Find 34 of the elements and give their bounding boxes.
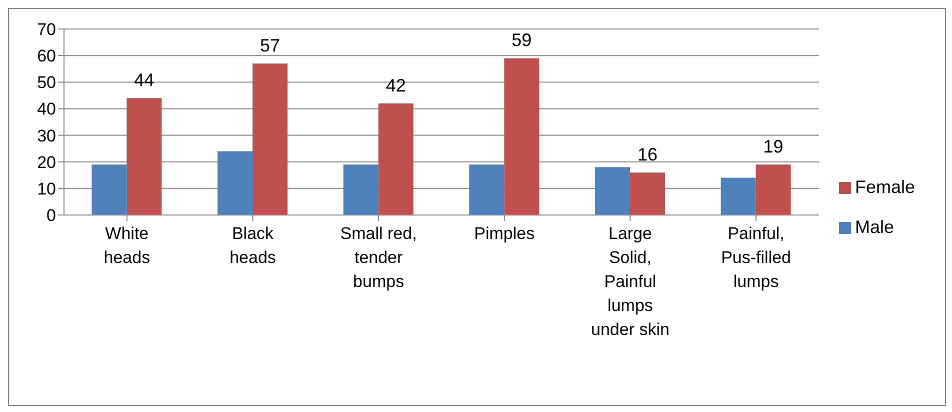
y-tick-label: 50 xyxy=(37,73,56,92)
data-label: 16 xyxy=(637,144,658,164)
y-tick-label: 10 xyxy=(37,179,56,198)
bar xyxy=(504,58,540,215)
data-label: 57 xyxy=(260,36,280,56)
data-label: 44 xyxy=(134,70,154,90)
bar xyxy=(218,151,253,215)
y-tick-label: 0 xyxy=(46,206,56,226)
bar xyxy=(594,167,630,215)
bar xyxy=(469,164,504,215)
bar xyxy=(126,98,162,215)
bar xyxy=(756,164,791,215)
data-label: 59 xyxy=(512,30,532,50)
bar xyxy=(92,164,127,215)
y-tick-label: 30 xyxy=(37,126,56,146)
bar xyxy=(720,178,756,215)
bar xyxy=(630,172,665,215)
legend-label: Female xyxy=(854,177,915,197)
y-tick-label: 60 xyxy=(37,46,56,66)
y-tick-label: 70 xyxy=(37,20,56,40)
x-tick-label: Pimples xyxy=(474,224,535,243)
y-tick-label: 40 xyxy=(37,100,56,119)
data-label: 42 xyxy=(386,75,406,96)
y-tick-label: 20 xyxy=(37,152,56,172)
x-tick-label: Large Solid, Painful lumps under skin xyxy=(591,224,670,339)
x-tick-label: Painful, Pus-filled lumps xyxy=(721,224,792,291)
bar xyxy=(343,164,378,215)
x-tick-label: Small red, tender bumps xyxy=(340,224,417,291)
x-tick-label: White heads xyxy=(104,224,150,267)
x-tick-label: Black heads xyxy=(230,224,276,267)
data-label: 19 xyxy=(763,136,784,157)
bar xyxy=(252,64,288,215)
bar xyxy=(378,103,414,215)
legend-label: Male xyxy=(854,217,894,237)
